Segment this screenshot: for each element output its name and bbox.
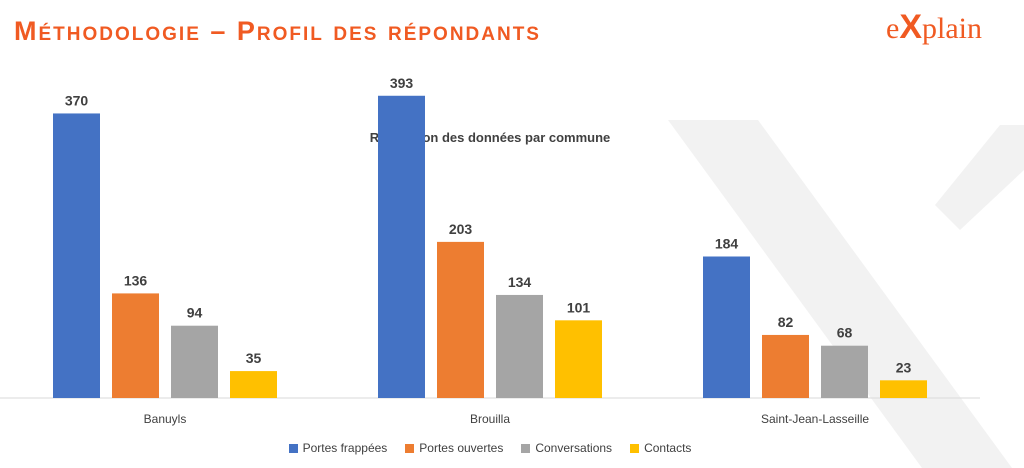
logo-suffix: plain [922,12,983,45]
bar-brouilla-portes-ouvertes [437,241,484,398]
logo-prefix: e [886,12,900,45]
legend-item-contacts: Contacts [630,441,691,455]
page-title: Méthodologie – Profil des répondants [14,16,541,46]
x-tick-label-saint-jean-lasseille: Saint-Jean-Lasseille [761,412,869,426]
legend-label-contacts: Contacts [644,441,692,455]
bar-saint-jean-lasseille-contacts [880,380,927,398]
legend-label-conversations: Conversations [535,441,613,455]
explain-logo: eXplain [886,8,982,47]
bar-banuyls-portes-frappees [53,113,100,398]
legend-swatch-portes-ouvertes [405,443,415,453]
bar-brouilla-conversations [496,294,543,398]
legend-swatch-conversations [521,443,531,453]
legend-item-portes-frappees: Portes frappées [288,441,388,455]
bar-saint-jean-lasseille-conversations [821,345,868,398]
bar-saint-jean-lasseille-portes-ouvertes [762,334,809,398]
logo-x-letter: X [899,8,923,46]
legend-item-portes-ouvertes: Portes ouvertes [405,441,503,455]
bar-brouilla-portes-frappees [378,95,425,398]
legend-label-portes-ouvertes: Portes ouvertes [419,441,504,455]
legend-label-portes-frappees: Portes frappées [302,441,388,455]
legend-swatch-portes-frappees [288,443,298,453]
bar-banuyls-contacts [230,371,277,398]
data-label-saint-jean-lasseille-portes-ouvertes: 82 [778,314,794,330]
bar-chart: 370 136 94 35 Banuyls 393 203 134 101 Brouilla 184… [0,75,980,426]
bar-banuyls-conversations [171,325,218,398]
data-label-brouilla-conversations: 134 [508,274,532,290]
data-label-saint-jean-lasseille-portes-frappees: 184 [715,235,739,251]
legend-item-conversations: Conversations [521,441,612,455]
data-label-banuyls-portes-ouvertes: 136 [124,272,148,288]
x-tick-label-brouilla: Brouilla [470,412,510,426]
bar-banuyls-portes-ouvertes [112,293,159,398]
data-label-banuyls-conversations: 94 [187,305,203,321]
data-label-brouilla-contacts: 101 [567,299,591,315]
legend-swatch-contacts [630,443,640,453]
data-label-banuyls-contacts: 35 [246,350,262,366]
data-label-brouilla-portes-ouvertes: 203 [449,221,473,237]
data-label-brouilla-portes-frappees: 393 [390,75,414,91]
data-label-banuyls-portes-frappees: 370 [65,92,89,108]
data-label-saint-jean-lasseille-contacts: 23 [896,359,912,375]
data-label-saint-jean-lasseille-conversations: 68 [837,325,853,341]
bar-brouilla-contacts [555,320,602,398]
chart-title: Répartition des données par commune [369,130,611,145]
bar-saint-jean-lasseille-portes-frappees [703,256,750,398]
x-tick-label-banuyls: Banuyls [144,412,187,426]
chart-legend: Portes frappées Portes ouvertes Conversa… [0,441,980,455]
